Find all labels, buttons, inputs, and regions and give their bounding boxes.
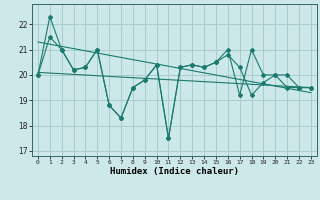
X-axis label: Humidex (Indice chaleur): Humidex (Indice chaleur): [110, 167, 239, 176]
